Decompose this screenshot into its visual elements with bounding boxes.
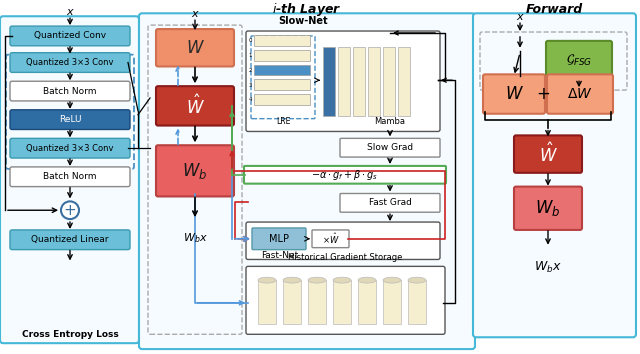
Bar: [398, 47, 410, 116]
Text: +: +: [63, 203, 76, 218]
Text: $W_b x$: $W_b x$: [182, 231, 207, 245]
Ellipse shape: [408, 277, 426, 283]
Text: Quantized 3×3 Conv: Quantized 3×3 Conv: [26, 144, 114, 153]
Bar: [338, 47, 350, 116]
Ellipse shape: [383, 277, 401, 283]
FancyBboxPatch shape: [156, 86, 234, 126]
FancyBboxPatch shape: [473, 13, 636, 337]
Ellipse shape: [333, 277, 351, 283]
FancyBboxPatch shape: [10, 138, 130, 158]
Text: $W_b x$: $W_b x$: [534, 260, 562, 275]
Text: $-\alpha \cdot g_f + \beta \cdot g_s$: $-\alpha \cdot g_f + \beta \cdot g_s$: [312, 168, 378, 182]
Circle shape: [61, 201, 79, 219]
Text: $W$: $W$: [504, 85, 524, 103]
Text: Slow-Net: Slow-Net: [278, 16, 328, 26]
Text: $\hat{W}$: $\hat{W}$: [538, 142, 557, 166]
Text: $W$: $W$: [186, 39, 204, 57]
FancyBboxPatch shape: [483, 74, 545, 114]
Text: $W_b$: $W_b$: [182, 161, 207, 181]
Bar: [333, 280, 351, 325]
Text: Batch Norm: Batch Norm: [44, 87, 97, 96]
Text: ReLU: ReLU: [59, 115, 81, 124]
Text: $x$: $x$: [516, 12, 524, 22]
FancyBboxPatch shape: [139, 13, 475, 349]
FancyBboxPatch shape: [546, 41, 612, 80]
Text: Fast Grad: Fast Grad: [369, 198, 412, 207]
Text: Quantized Conv: Quantized Conv: [34, 32, 106, 40]
Text: $x$: $x$: [191, 9, 200, 19]
FancyBboxPatch shape: [340, 194, 440, 212]
FancyBboxPatch shape: [514, 187, 582, 230]
Bar: [308, 280, 326, 325]
Bar: [254, 64, 310, 75]
Text: LRE: LRE: [276, 117, 290, 126]
Bar: [283, 280, 301, 325]
Text: $\times\hat{W}$: $\times\hat{W}$: [322, 232, 339, 246]
Ellipse shape: [358, 277, 376, 283]
Text: Batch Norm: Batch Norm: [44, 172, 97, 181]
FancyBboxPatch shape: [10, 230, 130, 250]
FancyBboxPatch shape: [312, 230, 349, 248]
Text: Mamba: Mamba: [374, 117, 406, 126]
FancyBboxPatch shape: [10, 81, 130, 101]
Text: Quantized 3×3 Conv: Quantized 3×3 Conv: [26, 58, 114, 67]
FancyBboxPatch shape: [10, 167, 130, 187]
Text: Historical Gradient Storage: Historical Gradient Storage: [288, 253, 402, 262]
Text: Fast-Net: Fast-Net: [261, 251, 299, 260]
Text: $W_b$: $W_b$: [536, 198, 561, 218]
FancyBboxPatch shape: [246, 31, 440, 131]
Bar: [353, 47, 365, 116]
Bar: [254, 35, 310, 46]
Text: 0: 0: [248, 38, 252, 44]
Text: $\Delta W$: $\Delta W$: [567, 87, 593, 101]
Bar: [254, 50, 310, 61]
Bar: [408, 280, 426, 325]
FancyBboxPatch shape: [10, 26, 130, 46]
Text: 3: 3: [248, 83, 252, 88]
Text: $\mathcal{G}_{FSG}$: $\mathcal{G}_{FSG}$: [566, 53, 592, 68]
FancyBboxPatch shape: [340, 138, 440, 157]
Ellipse shape: [308, 277, 326, 283]
Text: Forward: Forward: [525, 3, 582, 16]
FancyBboxPatch shape: [246, 266, 445, 334]
FancyBboxPatch shape: [156, 145, 234, 196]
Text: 2: 2: [248, 68, 252, 73]
Text: MLP: MLP: [269, 234, 289, 244]
FancyBboxPatch shape: [10, 110, 130, 130]
Text: Cross Entropy Loss: Cross Entropy Loss: [22, 330, 118, 339]
Bar: [368, 47, 380, 116]
Text: +: +: [536, 85, 550, 103]
Bar: [383, 280, 401, 325]
Ellipse shape: [283, 277, 301, 283]
FancyBboxPatch shape: [547, 74, 613, 114]
Bar: [323, 47, 335, 116]
FancyBboxPatch shape: [252, 228, 306, 250]
FancyBboxPatch shape: [244, 166, 446, 184]
FancyBboxPatch shape: [10, 53, 130, 72]
Text: 4: 4: [248, 97, 252, 102]
Bar: [254, 94, 310, 105]
Text: 1: 1: [248, 53, 252, 58]
Bar: [383, 47, 395, 116]
FancyBboxPatch shape: [0, 16, 139, 343]
FancyBboxPatch shape: [246, 222, 440, 259]
Bar: [258, 280, 276, 325]
Text: Quantized Linear: Quantized Linear: [31, 235, 109, 244]
Text: $i$-th Layer: $i$-th Layer: [272, 1, 342, 18]
FancyBboxPatch shape: [156, 29, 234, 67]
FancyBboxPatch shape: [514, 135, 582, 173]
Text: Slow Grad: Slow Grad: [367, 143, 413, 152]
Bar: [254, 79, 310, 90]
Bar: [358, 280, 376, 325]
Text: $x$: $x$: [65, 7, 74, 17]
Text: $\hat{W}$: $\hat{W}$: [186, 94, 204, 118]
Ellipse shape: [258, 277, 276, 283]
